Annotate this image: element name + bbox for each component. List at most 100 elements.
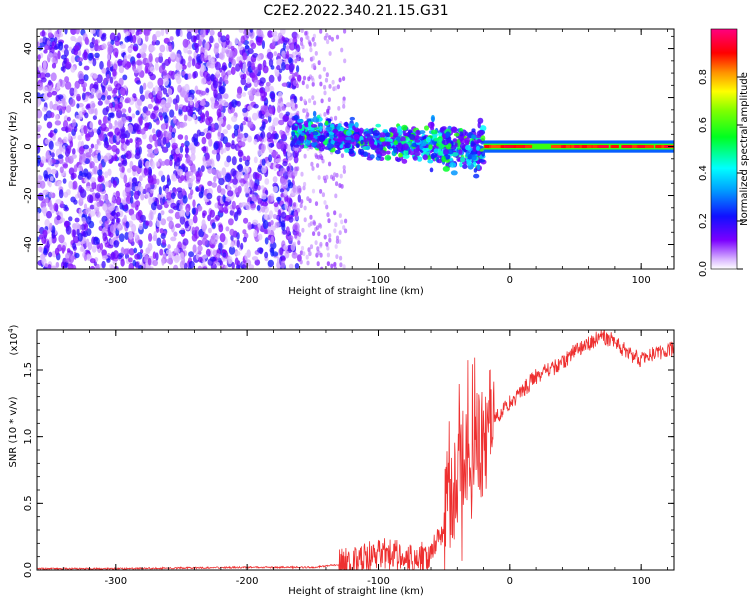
noise-mark [152,34,157,43]
snr-ylabel: SNR (10 * v/v) [8,396,19,467]
noise-mark [292,170,298,177]
carrier-mark [433,137,439,142]
noise-mark [335,254,339,259]
noise-mark [48,236,53,245]
noise-mark [306,196,310,202]
noise-mark [310,161,314,167]
noise-mark [326,108,330,114]
noise-mark [47,32,54,38]
noise-mark [257,247,264,254]
noise-mark [37,155,41,164]
noise-mark [247,48,254,55]
noise-mark [149,66,155,73]
noise-mark [46,91,53,98]
noise-mark [268,143,275,148]
noise-mark [171,142,178,149]
noise-mark [120,137,126,144]
noise-mark [114,98,119,105]
noise-mark [234,37,239,45]
noise-mark [310,75,314,81]
noise-mark [121,199,127,206]
noise-mark [83,144,89,150]
noise-mark [281,105,286,111]
noise-mark [236,239,240,248]
noise-mark [264,251,269,259]
carrier-mark [470,155,477,161]
noise-mark [303,205,307,211]
noise-mark [342,76,346,81]
noise-mark [323,35,327,41]
noise-mark [338,239,342,245]
noise-mark [152,259,158,267]
noise-mark [45,196,49,204]
noise-mark [224,201,229,207]
noise-mark [286,151,291,157]
noise-mark [281,36,286,42]
noise-mark [104,171,109,179]
noise-mark [51,265,57,269]
noise-mark [197,108,203,115]
carrier-mark [385,138,393,142]
noise-mark [187,73,192,80]
noise-mark [305,34,309,40]
noise-mark [169,51,176,60]
noise-mark [246,77,251,84]
x-tick-label: 0 [507,576,513,587]
noise-mark [226,124,232,130]
noise-mark [285,125,290,133]
noise-mark [242,120,247,126]
noise-mark [295,215,299,221]
noise-mark [213,103,219,109]
noise-mark [70,55,76,63]
noise-mark [145,110,151,116]
noise-mark [49,222,53,232]
noise-mark [131,165,138,172]
noise-mark [226,70,232,76]
noise-mark [240,35,246,44]
noise-mark [109,112,115,119]
noise-mark [85,152,92,158]
noise-mark [179,215,186,225]
noise-mark [99,242,104,251]
noise-mark [171,173,176,180]
noise-mark [135,110,140,116]
noise-mark [166,174,170,183]
carrier-peak [574,145,580,149]
noise-mark [117,60,124,66]
noise-mark [163,77,170,87]
noise-mark [205,88,210,93]
noise-mark [256,29,262,37]
noise-mark [179,209,186,218]
noise-mark [82,230,88,238]
noise-mark [63,48,69,57]
noise-mark [340,153,344,159]
noise-mark [186,173,190,181]
noise-mark [179,204,184,211]
noise-mark [325,241,329,247]
noise-mark [231,156,237,166]
noise-mark [47,158,53,166]
noise-mark [300,29,304,33]
noise-mark [139,85,144,95]
noise-mark [126,35,131,42]
noise-mark [264,237,269,245]
noise-mark [140,192,145,201]
carrier-mark [372,130,380,136]
noise-mark [209,209,215,218]
noise-mark [311,37,315,42]
noise-mark [104,220,109,229]
x-tick-label: -200 [236,576,259,587]
noise-mark [154,40,160,46]
noise-mark [66,116,71,122]
noise-mark [37,70,41,79]
noise-mark [76,103,80,109]
carrier-mark [449,162,457,168]
noise-mark [238,141,244,146]
noise-mark [165,29,169,35]
noise-mark [230,143,236,149]
noise-mark [200,53,205,62]
noise-mark [322,66,326,72]
noise-mark [272,251,279,257]
noise-mark [90,87,96,95]
